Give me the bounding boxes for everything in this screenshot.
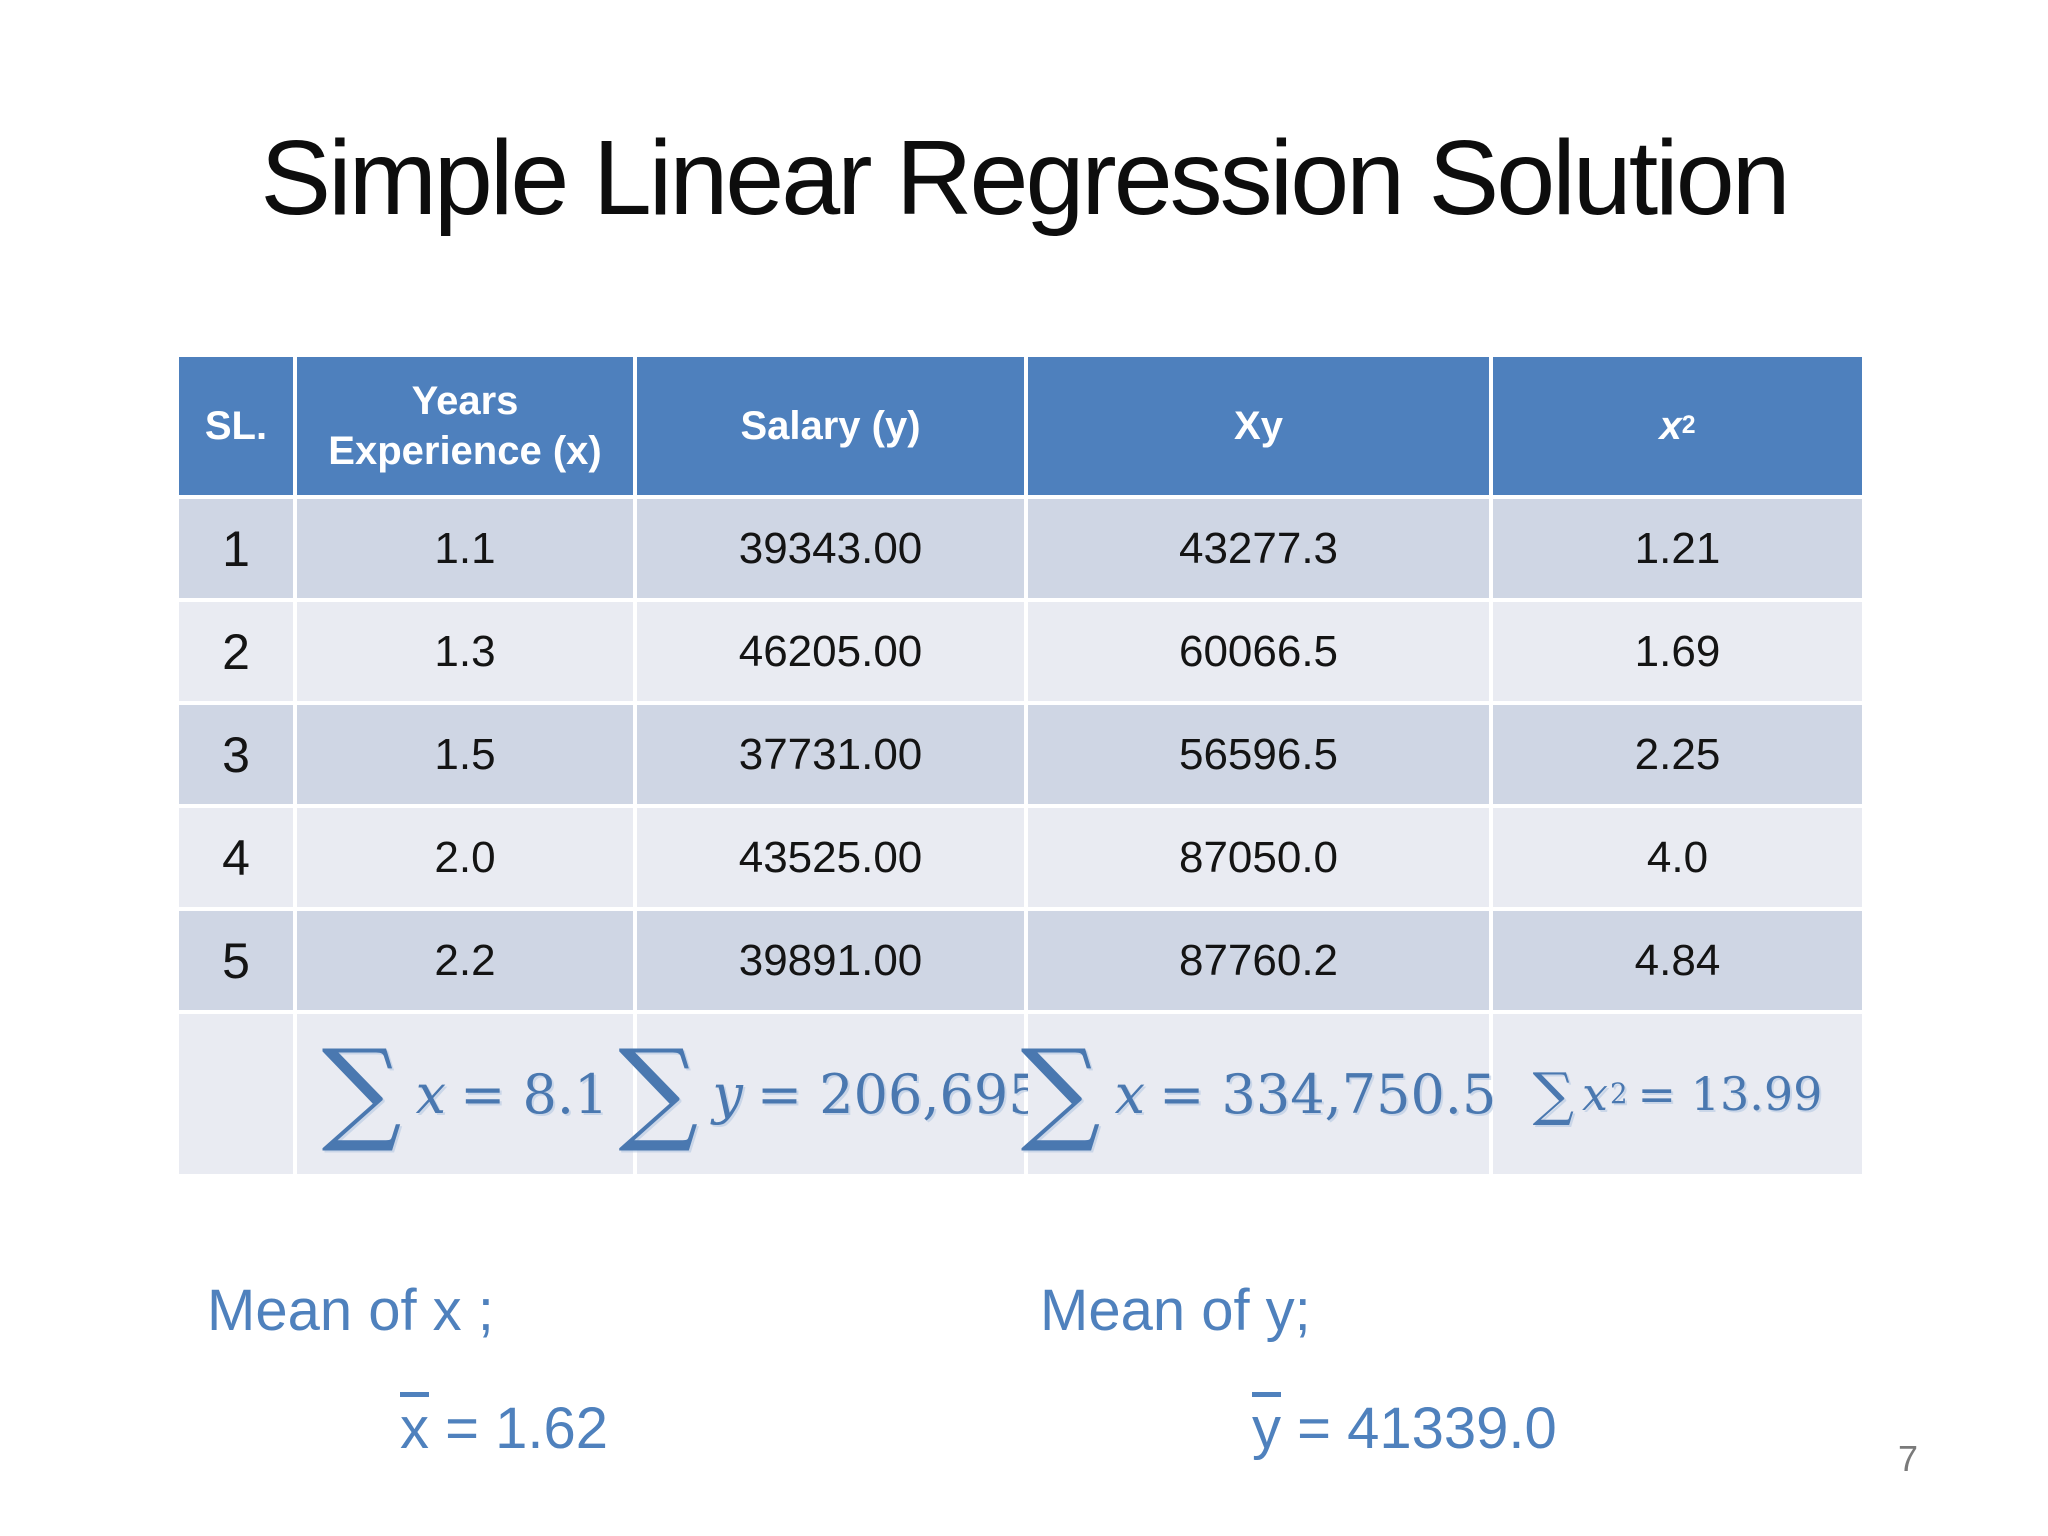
header-cell-xy: Xy	[1028, 357, 1489, 495]
table-row: 5 2.2 39891.00 87760.2 4.84	[179, 911, 1862, 1010]
sum-variable: x	[1582, 1067, 1608, 1121]
table-cell: 1.3	[297, 602, 633, 701]
table-cell: 39891.00	[637, 911, 1024, 1010]
table-cell: 2.25	[1493, 705, 1862, 804]
table-cell: 87050.0	[1028, 808, 1489, 907]
sigma-icon: ∑	[1532, 1059, 1575, 1128]
table-cell: 1.21	[1493, 499, 1862, 598]
table-cell: 2.2	[297, 911, 633, 1010]
table-row: 2 1.3 46205.00 60066.5 1.69	[179, 602, 1862, 701]
header-cell-sl: SL.	[179, 357, 293, 495]
mean-y-number: = 41339.0	[1297, 1396, 1557, 1461]
sum-value: = 334,750.5	[1159, 1062, 1497, 1126]
table-cell: 56596.5	[1028, 705, 1489, 804]
sum-value: = 206,695	[756, 1062, 1043, 1126]
table-header-row: SL. Years Experience (x) Salary (y) Xy x…	[179, 357, 1862, 495]
sum-variable: y	[712, 1062, 743, 1126]
table-cell: 1.5	[297, 705, 633, 804]
sum-value: = 13.99	[1637, 1067, 1823, 1121]
table-row: 4 2.0 43525.00 87050.0 4.0	[179, 808, 1862, 907]
table-cell: 37731.00	[637, 705, 1024, 804]
x-bar: x	[400, 1392, 429, 1458]
table-cell: 4.84	[1493, 911, 1862, 1010]
header-cell-years-experience: Years Experience (x)	[297, 357, 633, 495]
sum-cell-empty	[179, 1014, 293, 1174]
table-cell: 1.69	[1493, 602, 1862, 701]
sigma-icon: ∑	[321, 1026, 402, 1157]
slide-title: Simple Linear Regression Solution	[260, 119, 1790, 237]
mean-of-x-block: Mean of x ; x = 1.62	[207, 1282, 608, 1458]
sum-cell-x-squared: ∑ x 2 = 13.99	[1493, 1014, 1862, 1174]
table-cell: 3	[179, 705, 293, 804]
table-cell: 4.0	[1493, 808, 1862, 907]
table-cell: 4	[179, 808, 293, 907]
table-cell: 43277.3	[1028, 499, 1489, 598]
table-cell: 2.0	[297, 808, 633, 907]
mean-of-y-block: Mean of y; y = 41339.0	[1040, 1282, 1557, 1458]
table-row: 1 1.1 39343.00 43277.3 1.21	[179, 499, 1862, 598]
sum-variable: x	[1114, 1062, 1146, 1126]
table-cell: 43525.00	[637, 808, 1024, 907]
table-body: 1 1.1 39343.00 43277.3 1.21 2 1.3 46205.00 60066…	[179, 499, 1862, 1010]
table-cell: 2	[179, 602, 293, 701]
regression-table: SL. Years Experience (x) Salary (y) Xy x…	[179, 357, 1862, 1174]
mean-x-value: x = 1.62	[400, 1392, 608, 1458]
mean-y-value: y = 41339.0	[1252, 1392, 1557, 1458]
sum-cell-x: ∑ x = 8.1	[297, 1014, 633, 1174]
table-sum-row: ∑ x = 8.1 ∑ y = 206,695 ∑ x = 334,750.5 ∑ x 2 = 1…	[179, 1014, 1862, 1174]
table-cell: 60066.5	[1028, 602, 1489, 701]
sum-cell-xy: ∑ x = 334,750.5	[1021, 1014, 1496, 1174]
sum-cell-y: ∑ y = 206,695	[618, 1014, 1043, 1174]
sum-variable: x	[415, 1062, 447, 1126]
x-squared-base: x	[1659, 404, 1682, 448]
mean-y-label: Mean of y;	[1040, 1278, 1311, 1343]
sum-value: = 8.1	[460, 1062, 609, 1126]
table-row: 3 1.5 37731.00 56596.5 2.25	[179, 705, 1862, 804]
header-cell-salary: Salary (y)	[637, 357, 1024, 495]
page-number: 7	[1898, 1438, 1919, 1479]
table-cell: 87760.2	[1028, 911, 1489, 1010]
table-cell: 5	[179, 911, 293, 1010]
table-cell: 1.1	[297, 499, 633, 598]
table-cell: 39343.00	[637, 499, 1024, 598]
sigma-icon: ∑	[1020, 1026, 1101, 1157]
mean-x-label: Mean of x ;	[207, 1278, 494, 1343]
table-cell: 46205.00	[637, 602, 1024, 701]
mean-x-number: = 1.62	[445, 1396, 608, 1461]
table-cell: 1	[179, 499, 293, 598]
sigma-icon: ∑	[618, 1026, 699, 1157]
x-squared-sup: 2	[1681, 411, 1696, 439]
y-bar: y	[1252, 1392, 1281, 1458]
